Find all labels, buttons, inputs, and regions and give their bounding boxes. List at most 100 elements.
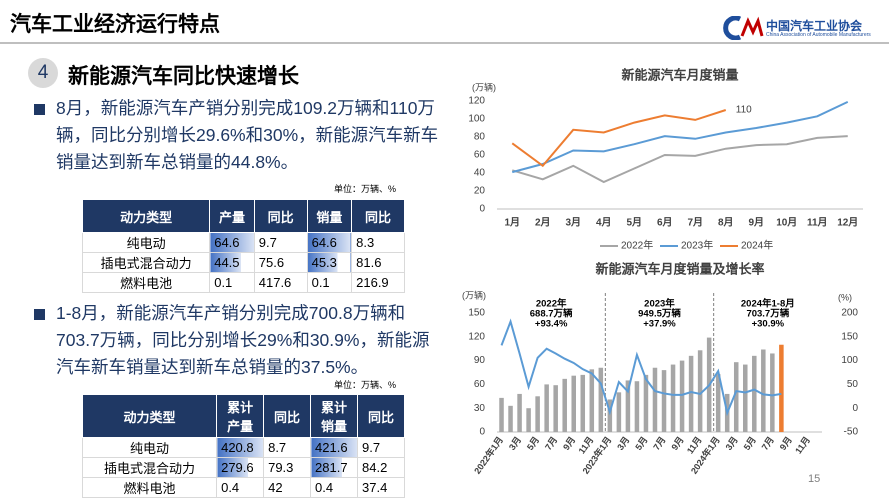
- bar: [526, 408, 531, 432]
- table-header: 同比: [253, 199, 308, 233]
- bar: [580, 374, 586, 432]
- x-tick-label: 3月: [507, 435, 523, 452]
- table-cell: 420.8: [216, 437, 265, 458]
- unit-note: 单位：万辆、%: [334, 184, 397, 194]
- table-cell: 281.7: [310, 457, 359, 478]
- y2-tick-label: 150: [841, 331, 858, 342]
- bar: [598, 367, 604, 432]
- bar: [562, 378, 567, 432]
- y-tick-label: 100: [468, 114, 485, 125]
- x-tick-label: 9月: [561, 435, 577, 452]
- table-cell: 279.6: [216, 457, 265, 478]
- y-tick-label: 80: [474, 132, 486, 143]
- y-tick-label: 20: [474, 186, 486, 197]
- bar: [752, 355, 757, 432]
- legend-label: 2024年: [741, 239, 773, 252]
- x-tick-label: 2月: [535, 217, 551, 229]
- x-tick-label: 3月: [615, 435, 631, 452]
- annotation: 949.5万辆: [638, 308, 681, 320]
- annotation: +37.9%: [643, 319, 676, 330]
- annotation: 2024年1-8月: [741, 298, 795, 310]
- table-cell: 0.4: [216, 477, 265, 498]
- x-tick-label: 7月: [543, 435, 559, 452]
- chart-title: 新能源汽车月度销量: [621, 67, 738, 82]
- table-cell: 417.6: [253, 272, 308, 293]
- table-cell: 燃料电池: [81, 477, 218, 498]
- bullet-text: 1-8月，新能源汽车产销分别完成700.8万辆和703.7万辆，同比分别增长29…: [56, 303, 430, 377]
- table-header: 同比: [357, 394, 405, 438]
- bar: [770, 353, 775, 432]
- bar: [571, 375, 576, 432]
- annotation: +30.9%: [752, 319, 785, 330]
- table-cell: 216.9: [351, 272, 405, 293]
- table-cell: 64.6: [306, 232, 353, 253]
- bar: [661, 370, 667, 432]
- y-tick-label: 0: [479, 427, 485, 438]
- bar: [535, 396, 540, 432]
- bar: [688, 355, 694, 432]
- y-axis-label: (万辆): [462, 289, 486, 300]
- bar: [607, 399, 613, 432]
- bar: [743, 364, 748, 432]
- annotation: 2022年: [536, 298, 567, 310]
- x-tick-label: 11月: [807, 217, 828, 229]
- table: 动力类型 产量 同比 销量 同比 纯电动 64.6 9.7 64.6 8.3 插电式混合动力 44.5…: [81, 199, 405, 293]
- org-name: 中国汽车工业协会: [766, 19, 863, 33]
- annotation: 703.7万辆: [746, 308, 789, 320]
- x-tick-label: 11月: [793, 435, 812, 456]
- unit-note: 单位：万辆、%: [334, 380, 397, 390]
- table-cell: 45.3: [306, 252, 353, 273]
- legend-label: 2022年: [621, 239, 653, 252]
- legend-label: 2023年: [681, 239, 713, 252]
- bar: [779, 344, 784, 432]
- x-tick-label: 5月: [742, 435, 758, 452]
- table-cell: 9.7: [357, 437, 405, 458]
- y-tick-label: 120: [468, 96, 485, 107]
- table-cell: 8.3: [351, 232, 405, 253]
- x-tick-label: 5月: [626, 217, 642, 229]
- y-axis-label: (万辆): [472, 81, 496, 92]
- y2-tick-label: 50: [847, 379, 859, 390]
- y-tick-label: 40: [474, 168, 486, 179]
- bullet-icon: [34, 104, 45, 115]
- table-cell: 纯电动: [81, 232, 211, 253]
- x-tick-label: 10月: [776, 217, 797, 229]
- annotation: 688.7万辆: [530, 308, 573, 320]
- y2-tick-label: -50: [844, 427, 859, 438]
- table-cell: 37.4: [357, 477, 405, 498]
- table-header: 动力类型: [81, 394, 218, 438]
- bar: [589, 369, 595, 432]
- page-title: 汽车工业经济运行特点: [10, 13, 220, 36]
- bar: [652, 367, 658, 432]
- y-tick-label: 30: [474, 403, 486, 414]
- chart-title: 新能源汽车月度销量及增长率: [595, 261, 764, 276]
- bar: [508, 405, 513, 432]
- bar: [697, 350, 703, 432]
- bar: [553, 385, 558, 432]
- line-series: [500, 318, 782, 417]
- y-tick-label: 0: [479, 204, 485, 215]
- line-series: [511, 135, 848, 184]
- bar: [643, 374, 649, 432]
- table-header: 产量: [209, 199, 255, 233]
- table-cell: 0.4: [310, 477, 359, 498]
- x-tick-label: 5月: [525, 435, 541, 452]
- data-label: 110: [736, 105, 752, 116]
- y2-tick-label: 0: [852, 403, 858, 414]
- y-tick-label: 150: [468, 308, 485, 319]
- bullet-text: 8月，新能源汽车产销分别完成109.2万辆和110万辆，同比分别增长29.6%和…: [56, 98, 439, 172]
- header-rule: [0, 42, 889, 44]
- bar: [634, 381, 640, 432]
- bar: [733, 362, 739, 432]
- bar: [715, 374, 721, 432]
- x-tick-label: 7月: [651, 435, 667, 452]
- table-cell: 8.7: [263, 437, 312, 458]
- x-tick-label: 9月: [748, 217, 764, 229]
- table: 动力类型 累计产量 同比 累计销量 同比 纯电动 420.8 8.7 421.6 9.7 插电式混合…: [81, 394, 405, 498]
- annotation: 2023年: [644, 298, 675, 310]
- table-cell: 插电式混合动力: [81, 252, 211, 273]
- bar: [616, 392, 622, 432]
- table-cell: 燃料电池: [81, 272, 211, 293]
